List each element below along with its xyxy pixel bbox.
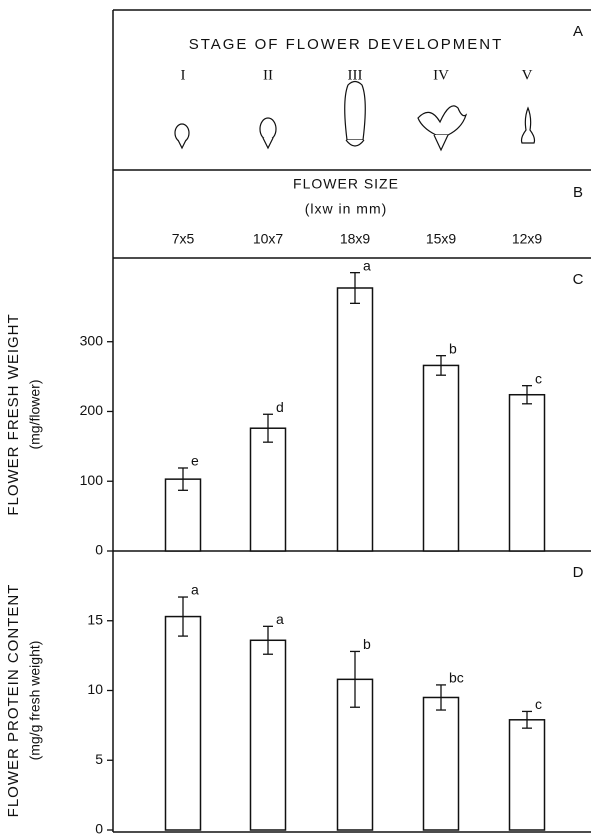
significance-letter: c xyxy=(535,370,542,386)
wilted-flower xyxy=(520,106,536,144)
significance-letter: b xyxy=(363,636,371,652)
flower-calyx xyxy=(177,139,187,150)
bar xyxy=(249,639,287,831)
significance-letter: a xyxy=(363,257,371,273)
bar xyxy=(164,615,202,831)
y-tick-label: 0 xyxy=(95,542,103,558)
flower-bud xyxy=(174,123,190,143)
stage-title: STAGE OF FLOWER DEVELOPMENT xyxy=(189,36,504,53)
stage-numeral: V xyxy=(522,67,533,83)
panel-letter: A xyxy=(573,23,583,40)
flower-calyx xyxy=(345,139,365,147)
y-tick-label: 200 xyxy=(80,402,104,418)
flower-bud xyxy=(344,80,366,141)
stage-numeral: I xyxy=(181,67,186,83)
size-label: 12x9 xyxy=(512,231,543,247)
stage-numeral: IV xyxy=(433,67,449,83)
size-label: 18x9 xyxy=(340,231,371,247)
significance-letter: a xyxy=(276,611,284,627)
bar xyxy=(249,427,287,552)
significance-letter: c xyxy=(535,696,542,712)
bar xyxy=(336,287,374,552)
y-axis-label: FLOWER PROTEIN CONTENT xyxy=(5,584,22,818)
y-tick-label: 0 xyxy=(95,821,103,837)
stage-numeral: III xyxy=(348,67,363,83)
y-axis-label: FLOWER FRESH WEIGHT xyxy=(5,313,22,515)
bar xyxy=(508,393,546,552)
y-tick-label: 15 xyxy=(87,611,103,627)
bar xyxy=(422,696,460,831)
panel-letter: D xyxy=(573,564,584,581)
size-title: FLOWER SIZE xyxy=(293,176,399,192)
y-tick-label: 10 xyxy=(87,681,103,697)
panel-letter: B xyxy=(573,184,583,201)
size-subtitle: (lxw in mm) xyxy=(305,201,388,217)
bar xyxy=(422,364,460,552)
flower-drawings xyxy=(174,80,536,152)
significance-letter: a xyxy=(191,582,199,598)
bar xyxy=(508,719,546,831)
flower-calyx xyxy=(262,137,274,150)
y-tick-label: 5 xyxy=(95,751,103,767)
significance-letter: d xyxy=(276,399,284,415)
flower-calyx xyxy=(433,134,449,152)
size-label: 7x5 xyxy=(172,231,195,247)
flower-bud xyxy=(259,117,277,141)
y-tick-label: 100 xyxy=(80,472,104,488)
y-axis-unit: (mg/g fresh weight) xyxy=(27,641,43,761)
significance-letter: e xyxy=(191,453,199,469)
size-label: 10x7 xyxy=(253,231,284,247)
y-axis-unit: (mg/flower) xyxy=(27,379,43,449)
open-flower xyxy=(417,105,468,136)
stage-numeral: II xyxy=(263,67,273,83)
significance-letter: bc xyxy=(449,670,464,686)
size-label: 15x9 xyxy=(426,231,457,247)
panel-letter: C xyxy=(573,271,584,288)
y-tick-label: 300 xyxy=(80,332,104,348)
significance-letter: b xyxy=(449,340,457,356)
